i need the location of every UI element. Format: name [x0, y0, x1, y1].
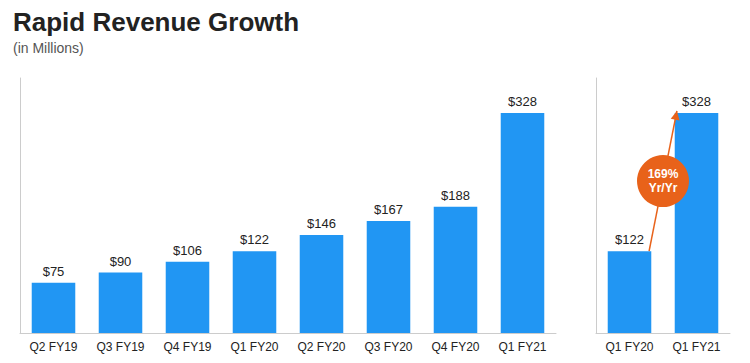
svg-text:Q1 FY21: Q1 FY21: [498, 340, 546, 354]
svg-text:$188: $188: [441, 188, 470, 203]
svg-text:(in Millions): (in Millions): [13, 40, 84, 56]
svg-text:$90: $90: [110, 254, 132, 269]
svg-text:Yr/Yr: Yr/Yr: [649, 181, 678, 195]
svg-text:Q4 FY20: Q4 FY20: [431, 340, 479, 354]
svg-text:$146: $146: [307, 216, 336, 231]
svg-text:Q1 FY21: Q1 FY21: [672, 340, 720, 354]
svg-text:Q4 FY19: Q4 FY19: [163, 340, 211, 354]
svg-text:$106: $106: [173, 243, 202, 258]
svg-text:$328: $328: [682, 94, 711, 109]
svg-text:$122: $122: [240, 232, 269, 247]
svg-text:169%: 169%: [648, 167, 679, 181]
svg-text:$328: $328: [508, 94, 537, 109]
svg-text:Q3 FY20: Q3 FY20: [364, 340, 412, 354]
svg-text:$122: $122: [615, 232, 644, 247]
svg-text:Rapid Revenue Growth: Rapid Revenue Growth: [13, 7, 299, 37]
svg-text:Q2 FY19: Q2 FY19: [29, 340, 77, 354]
svg-text:Q2 FY20: Q2 FY20: [297, 340, 345, 354]
svg-text:Q1 FY20: Q1 FY20: [605, 340, 653, 354]
svg-text:Q3 FY19: Q3 FY19: [96, 340, 144, 354]
svg-text:$167: $167: [374, 202, 403, 217]
svg-text:Q1 FY20: Q1 FY20: [230, 340, 278, 354]
svg-text:$75: $75: [43, 264, 65, 279]
